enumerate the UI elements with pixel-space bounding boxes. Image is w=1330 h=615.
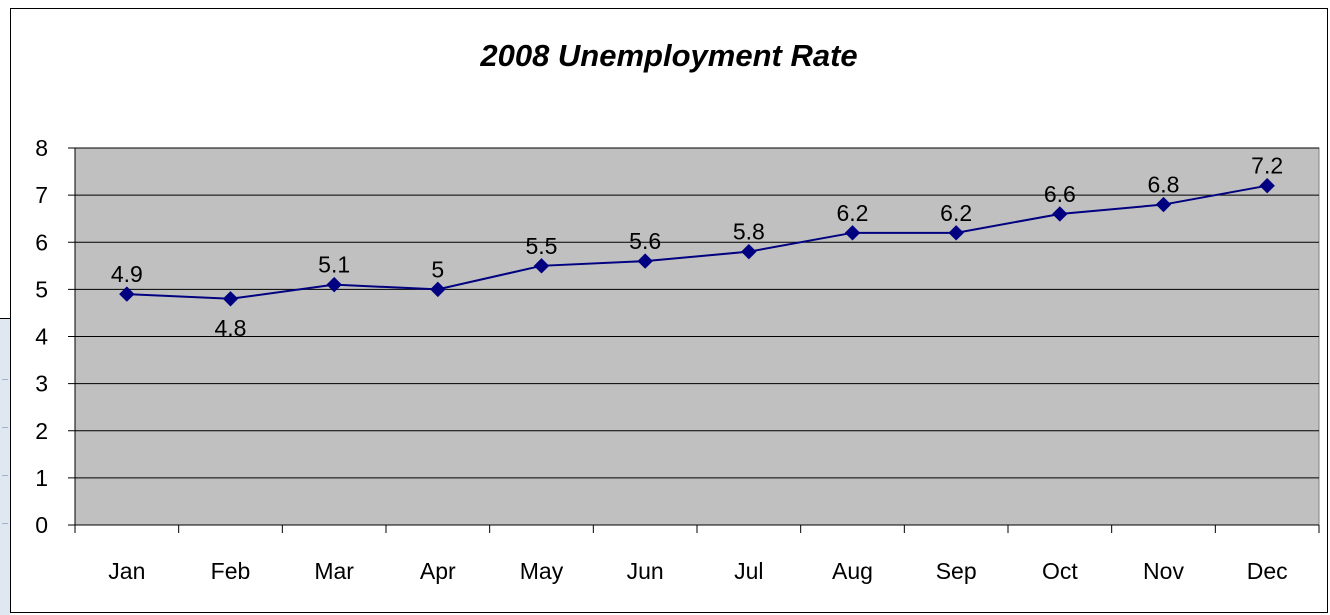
y-tick-label: 7 (35, 182, 48, 208)
data-label: 4.8 (215, 315, 247, 341)
series-line (126, 184, 1268, 300)
data-point-marker (1259, 177, 1275, 194)
data-label: 6.2 (837, 200, 869, 226)
data-label: 7.2 (1251, 153, 1283, 179)
x-tick-label: Jan (108, 558, 145, 584)
data-point-marker (741, 243, 757, 260)
data-label: 5.6 (629, 228, 661, 254)
data-point-marker (430, 281, 446, 298)
x-tick-label: Nov (1143, 558, 1184, 584)
y-tick-label: 4 (35, 324, 48, 350)
x-tick-label: Aug (832, 558, 873, 584)
data-label: 6.8 (1148, 172, 1180, 198)
y-tick-label: 0 (35, 512, 48, 538)
data-point-marker (533, 258, 550, 274)
x-tick-label: Dec (1247, 558, 1288, 584)
x-tick-label: Apr (420, 558, 456, 584)
x-tick-label: Oct (1042, 558, 1078, 584)
y-tick-label: 3 (35, 371, 48, 397)
data-point-marker (119, 286, 135, 302)
data-label: 5 (431, 256, 444, 282)
x-tick-label: Sep (936, 558, 977, 584)
y-tick-label: 8 (35, 135, 48, 161)
data-point-marker (1155, 196, 1172, 213)
data-point-marker (844, 225, 861, 241)
y-tick-label: 2 (35, 418, 48, 444)
x-tick-label: Mar (314, 558, 354, 584)
data-point-marker (326, 276, 342, 293)
data-point-marker (222, 291, 239, 307)
data-point-marker (637, 253, 653, 269)
y-tick-label: 1 (35, 465, 48, 491)
data-label: 6.6 (1044, 181, 1076, 207)
y-tick-label: 6 (35, 229, 48, 255)
data-label: 6.2 (940, 200, 972, 226)
data-point-marker (948, 225, 964, 241)
chart-title: 2008 Unemployment Rate (480, 38, 858, 73)
data-label: 5.1 (318, 252, 350, 278)
y-tick-label: 5 (35, 276, 48, 302)
data-label: 5.8 (733, 219, 765, 245)
x-tick-label: Feb (211, 558, 251, 584)
x-tick-label: Jul (734, 558, 763, 584)
x-tick-label: May (520, 558, 564, 584)
data-label: 4.9 (111, 261, 143, 287)
data-label: 5.5 (526, 233, 558, 259)
data-point-marker (1052, 206, 1068, 222)
background-window-edge (0, 318, 10, 615)
x-tick-label: Jun (627, 558, 664, 584)
